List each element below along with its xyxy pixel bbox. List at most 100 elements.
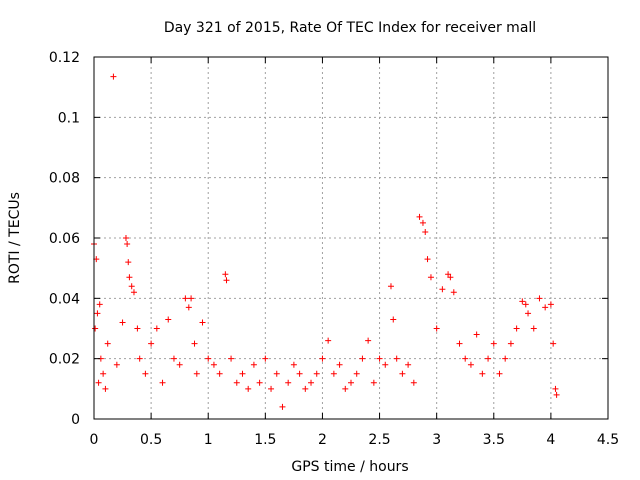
data-point bbox=[547, 301, 554, 308]
x-tick-label: 1 bbox=[204, 432, 213, 448]
data-point bbox=[228, 355, 235, 362]
x-tick-label: 3.5 bbox=[483, 432, 505, 448]
data-point bbox=[387, 283, 394, 290]
data-point bbox=[456, 340, 463, 347]
data-point bbox=[176, 361, 183, 368]
data-point bbox=[296, 370, 303, 377]
x-tick-label: 4 bbox=[546, 432, 555, 448]
data-point bbox=[216, 370, 223, 377]
data-point bbox=[447, 274, 454, 281]
y-tick-label: 0.02 bbox=[49, 352, 80, 368]
data-point bbox=[496, 370, 503, 377]
data-point bbox=[95, 379, 102, 386]
data-point bbox=[170, 355, 177, 362]
x-tick-label: 0 bbox=[90, 432, 99, 448]
x-tick-label: 4.5 bbox=[597, 432, 619, 448]
data-point bbox=[410, 379, 417, 386]
data-point bbox=[302, 385, 309, 392]
data-point bbox=[439, 286, 446, 293]
data-point bbox=[445, 271, 452, 278]
data-point bbox=[273, 370, 280, 377]
data-point bbox=[222, 271, 229, 278]
data-point bbox=[382, 361, 389, 368]
data-point bbox=[519, 298, 526, 305]
data-point bbox=[113, 361, 120, 368]
data-point bbox=[148, 340, 155, 347]
data-point bbox=[325, 337, 332, 344]
data-point bbox=[370, 379, 377, 386]
data-point bbox=[159, 379, 166, 386]
x-tick-label: 3 bbox=[432, 432, 441, 448]
grid-layer bbox=[94, 57, 608, 419]
data-point bbox=[128, 283, 135, 290]
data-point bbox=[165, 316, 172, 323]
x-tick-label: 2.5 bbox=[368, 432, 390, 448]
data-point bbox=[126, 274, 133, 281]
data-point bbox=[279, 403, 286, 410]
data-point bbox=[104, 340, 111, 347]
y-tick-label: 0.08 bbox=[49, 171, 80, 187]
data-point bbox=[308, 379, 315, 386]
data-point bbox=[550, 340, 557, 347]
data-point bbox=[268, 385, 275, 392]
data-point bbox=[188, 295, 195, 302]
data-point bbox=[513, 325, 520, 332]
data-point bbox=[285, 379, 292, 386]
data-point bbox=[119, 319, 126, 326]
data-point bbox=[416, 213, 423, 220]
data-point bbox=[390, 316, 397, 323]
data-point bbox=[250, 361, 257, 368]
y-tick-label: 0.04 bbox=[49, 291, 80, 307]
data-point bbox=[542, 304, 549, 311]
data-point bbox=[122, 235, 129, 241]
data-point bbox=[136, 355, 143, 362]
y-tick-label: 0 bbox=[71, 412, 80, 428]
data-point bbox=[393, 355, 400, 362]
data-point bbox=[125, 259, 132, 266]
data-point bbox=[405, 361, 412, 368]
data-point bbox=[490, 340, 497, 347]
data-point bbox=[239, 370, 246, 377]
tick-marks bbox=[93, 56, 609, 420]
data-point bbox=[353, 370, 360, 377]
data-point bbox=[485, 355, 492, 362]
data-point bbox=[92, 325, 99, 332]
y-tick-labels: 0 0.02 0.04 0.06 0.08 0.1 0.12 bbox=[49, 50, 80, 428]
data-point bbox=[313, 370, 320, 377]
data-points bbox=[91, 73, 560, 410]
data-point bbox=[419, 219, 426, 226]
data-point bbox=[110, 73, 117, 80]
data-point bbox=[522, 301, 529, 308]
data-point bbox=[319, 355, 326, 362]
data-point bbox=[100, 370, 107, 377]
data-point bbox=[96, 301, 103, 308]
data-point bbox=[399, 370, 406, 377]
data-point bbox=[552, 385, 559, 392]
x-tick-label: 2 bbox=[318, 432, 327, 448]
x-axis-title: GPS time / hours bbox=[291, 459, 408, 475]
data-point bbox=[330, 370, 337, 377]
data-point bbox=[210, 361, 217, 368]
data-point bbox=[185, 304, 192, 311]
data-point bbox=[479, 370, 486, 377]
data-point bbox=[433, 325, 440, 332]
data-point bbox=[199, 319, 206, 326]
data-point bbox=[424, 256, 431, 263]
data-point bbox=[359, 355, 366, 362]
data-point bbox=[182, 295, 189, 302]
x-tick-label: 1.5 bbox=[254, 432, 276, 448]
data-point bbox=[342, 385, 349, 392]
data-point bbox=[376, 355, 383, 362]
data-point bbox=[102, 385, 109, 392]
data-point bbox=[193, 370, 200, 377]
data-point bbox=[507, 340, 514, 347]
y-tick-label: 0.06 bbox=[49, 231, 80, 247]
data-point bbox=[205, 355, 212, 362]
x-tick-label: 0.5 bbox=[140, 432, 162, 448]
data-point bbox=[262, 355, 269, 362]
data-point bbox=[553, 391, 560, 398]
data-point bbox=[290, 361, 297, 368]
data-point bbox=[473, 331, 480, 338]
data-point bbox=[422, 228, 429, 235]
